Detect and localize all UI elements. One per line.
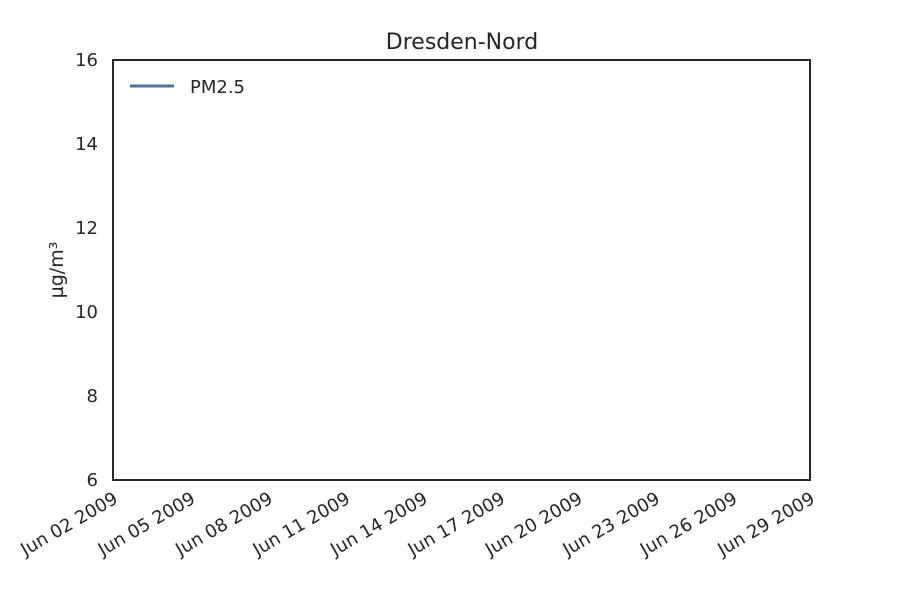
- y-tick-label: 16: [75, 50, 98, 71]
- legend: PM2.5: [130, 77, 245, 98]
- plot-frame: [112, 59, 811, 481]
- chart-title: Dresden-Nord: [386, 30, 538, 55]
- y-tick-label: 6: [87, 470, 98, 491]
- y-tick-label: 8: [87, 386, 98, 407]
- y-axis-ticks: 6 8 10 12 14 16: [75, 50, 98, 491]
- y-axis-label: µg/m³: [46, 242, 68, 299]
- y-tick-label: 12: [75, 218, 98, 239]
- y-tick-label: 14: [75, 134, 98, 155]
- y-tick-label: 10: [75, 302, 98, 323]
- legend-label-pm25: PM2.5: [190, 77, 245, 98]
